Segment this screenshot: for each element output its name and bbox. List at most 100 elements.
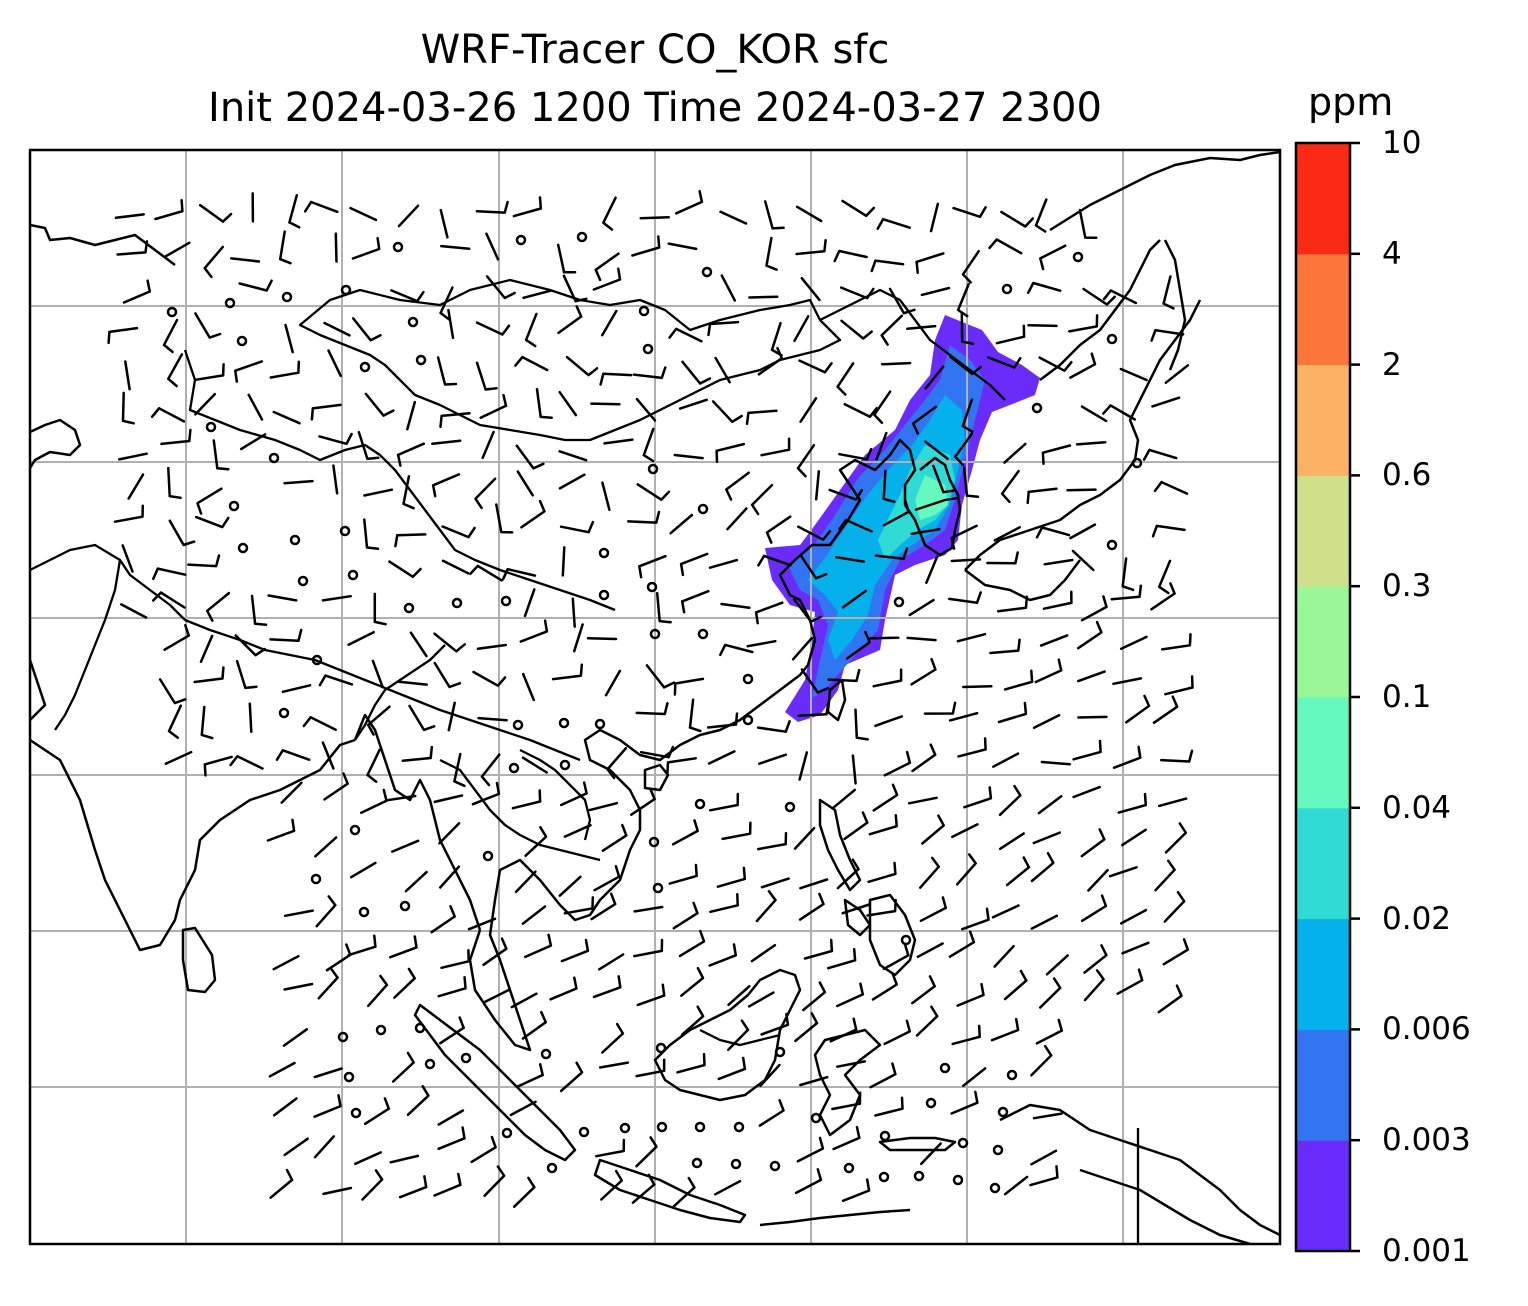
wind-barb — [635, 1136, 658, 1168]
wind-barb — [439, 208, 449, 239]
colorbar-tick-label: 10 — [1382, 125, 1422, 161]
wind-barb — [512, 1176, 536, 1208]
wind-barb — [714, 1179, 742, 1196]
wind-barb — [351, 236, 381, 260]
wind-barb — [1000, 210, 1035, 228]
wind-barb — [921, 814, 945, 845]
wind-barb — [127, 473, 145, 500]
wind-barb — [1087, 868, 1109, 892]
wind-barb — [631, 1173, 656, 1204]
wind-barb — [114, 213, 145, 220]
calm-wind-marker — [311, 654, 323, 666]
colorbar-band — [1296, 1029, 1350, 1141]
wind-barb — [347, 630, 375, 646]
wind-barb — [447, 308, 455, 340]
calm-wind-marker — [403, 602, 415, 614]
colorbar-tick-label: 0.001 — [1382, 1233, 1471, 1269]
wind-barb — [954, 432, 973, 467]
wind-barbs — [107, 189, 1194, 1208]
calm-wind-marker — [559, 759, 571, 771]
wind-barb — [436, 356, 458, 386]
wind-barb — [366, 705, 391, 736]
wind-barb — [1030, 914, 1059, 930]
wind-barb — [671, 819, 699, 846]
wind-barb — [986, 551, 1019, 565]
wind-barb — [831, 1091, 862, 1111]
wind-barb — [1066, 488, 1097, 492]
wind-barb — [318, 674, 354, 687]
wind-barb — [1039, 244, 1067, 271]
wind-barb — [160, 428, 192, 446]
tracer-plume — [765, 315, 1040, 722]
calm-wind-marker — [289, 534, 301, 546]
wind-barb — [635, 702, 669, 716]
wind-barb — [750, 943, 777, 963]
wind-barb — [524, 312, 538, 348]
wind-barb — [373, 592, 387, 626]
wind-barb — [874, 715, 904, 728]
wind-barb — [521, 756, 548, 774]
wind-barb — [1075, 440, 1107, 446]
wind-barb — [1080, 405, 1108, 423]
coastlines — [30, 150, 1280, 1244]
wind-barb — [793, 315, 810, 343]
calm-wind-marker — [540, 1048, 552, 1060]
calm-wind-marker — [349, 824, 361, 836]
wind-barb — [514, 870, 537, 894]
calm-wind-marker — [515, 234, 527, 246]
wind-barb — [509, 1100, 537, 1117]
wind-barb — [520, 499, 546, 529]
wind-barb — [960, 907, 990, 931]
wind-barb — [523, 588, 536, 618]
wind-barb — [750, 483, 774, 516]
wind-barb — [268, 1061, 296, 1078]
wind-barb — [238, 279, 273, 292]
wind-barb — [586, 636, 618, 641]
wind-barb — [1157, 559, 1172, 595]
border-afghanistan — [30, 543, 186, 621]
wind-barb — [480, 753, 501, 787]
wind-barb — [833, 249, 868, 263]
wind-barb — [1157, 797, 1188, 808]
wind-barb — [755, 890, 777, 923]
wind-barb — [794, 1012, 819, 1043]
border-korea — [914, 496, 959, 512]
wind-barb — [440, 244, 471, 251]
wind-barb — [802, 981, 827, 1012]
wind-barb — [481, 430, 495, 460]
wind-barb — [951, 823, 979, 839]
wind-barb — [194, 392, 217, 416]
coastline-japan — [964, 299, 1202, 571]
wind-barb — [756, 831, 788, 851]
wind-barb — [645, 664, 676, 689]
wind-barb — [164, 750, 193, 765]
wind-barb — [598, 1061, 630, 1069]
wind-barb — [675, 189, 704, 215]
wind-barb — [152, 567, 187, 580]
wind-barb — [117, 452, 148, 461]
wind-barb — [590, 402, 621, 406]
wind-barb — [681, 360, 712, 385]
wind-barb — [950, 558, 982, 563]
wind-barb — [561, 546, 566, 577]
wind-barb — [1040, 760, 1072, 766]
wind-barb — [364, 392, 395, 417]
calm-wind-marker — [343, 1071, 355, 1083]
coastline-lesser-sunda — [759, 1208, 911, 1227]
wind-barb — [349, 206, 378, 222]
wind-barb — [535, 387, 553, 419]
wind-barb — [996, 595, 1029, 613]
wind-barb — [720, 602, 751, 609]
wind-barb — [988, 238, 1023, 255]
wind-barb — [565, 355, 599, 377]
wind-barb — [203, 755, 233, 777]
wind-barb — [521, 672, 536, 702]
wind-barb — [592, 975, 622, 999]
wind-barb — [150, 407, 186, 423]
calm-wind-marker — [224, 297, 236, 309]
calm-wind-marker — [642, 343, 654, 355]
wind-barb — [283, 479, 314, 485]
wind-barb — [438, 865, 461, 889]
colorbar-band — [1296, 586, 1350, 698]
wind-barb — [635, 397, 657, 422]
